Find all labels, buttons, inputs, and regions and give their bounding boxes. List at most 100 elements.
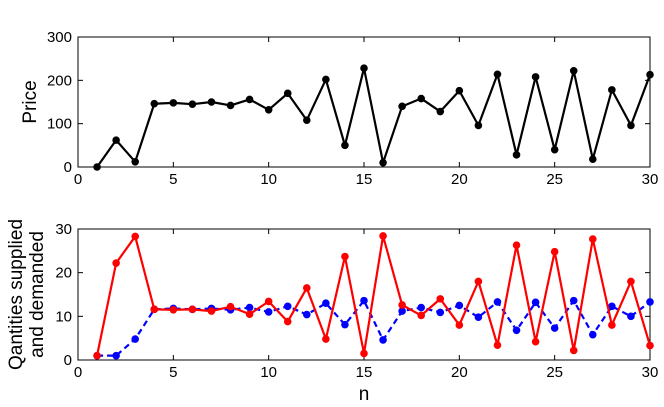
data-point bbox=[264, 297, 273, 306]
y-tick-label: 30 bbox=[55, 221, 72, 238]
data-point bbox=[646, 298, 654, 306]
data-point bbox=[379, 232, 387, 240]
data-point bbox=[379, 336, 387, 344]
x-tick-label: 5 bbox=[169, 171, 177, 188]
data-point bbox=[360, 64, 368, 72]
data-point bbox=[283, 317, 292, 326]
data-point bbox=[283, 302, 292, 311]
x-tick-label: 0 bbox=[74, 171, 82, 188]
data-point bbox=[627, 121, 635, 130]
data-point bbox=[569, 67, 578, 75]
data-point bbox=[627, 312, 635, 321]
data-point bbox=[531, 298, 540, 307]
x-tick-label: 25 bbox=[546, 364, 563, 381]
data-point bbox=[550, 324, 559, 332]
data-point bbox=[131, 335, 139, 343]
data-point bbox=[589, 330, 597, 339]
data-point bbox=[398, 307, 406, 315]
data-point bbox=[608, 86, 616, 94]
data-point bbox=[341, 141, 349, 150]
y-axis-label: Price bbox=[20, 80, 41, 123]
y-tick-label: 0 bbox=[64, 352, 72, 369]
data-point bbox=[455, 301, 464, 310]
data-point bbox=[398, 102, 406, 111]
data-point bbox=[245, 310, 254, 318]
axes-box bbox=[77, 36, 651, 168]
data-point bbox=[474, 121, 483, 130]
data-point bbox=[493, 70, 502, 79]
data-point bbox=[531, 73, 540, 81]
data-point bbox=[608, 302, 616, 311]
data-point bbox=[226, 101, 235, 110]
data-point bbox=[131, 158, 139, 166]
x-tick-label: 10 bbox=[260, 171, 277, 188]
data-point bbox=[417, 311, 426, 320]
data-point bbox=[322, 299, 330, 308]
x-tick-label: 30 bbox=[642, 171, 659, 188]
data-point bbox=[646, 70, 654, 79]
data-point bbox=[417, 303, 426, 312]
data-point bbox=[150, 305, 159, 314]
data-point bbox=[569, 346, 578, 355]
axes-box bbox=[77, 228, 651, 361]
y-tick-label: 0 bbox=[64, 159, 72, 176]
y-tick-label: 300 bbox=[47, 29, 72, 46]
data-point bbox=[436, 295, 445, 303]
quantities-chart: 0 5 10 15 20 25 30 0 10 20 30 Qantities suppliedand… bbox=[6, 219, 658, 405]
series-line bbox=[96, 67, 652, 168]
data-point bbox=[627, 277, 635, 286]
data-point bbox=[207, 307, 216, 315]
data-point bbox=[322, 335, 330, 343]
data-point bbox=[131, 232, 139, 241]
series-line bbox=[95, 234, 652, 356]
data-point bbox=[360, 296, 368, 305]
data-point bbox=[150, 99, 159, 108]
x-tick-label: 30 bbox=[642, 364, 659, 381]
x-tick-label: 25 bbox=[546, 171, 563, 188]
data-point bbox=[608, 321, 616, 329]
data-point bbox=[646, 341, 654, 350]
data-point bbox=[436, 308, 445, 317]
data-point bbox=[360, 349, 368, 358]
data-point bbox=[512, 241, 521, 249]
data-point bbox=[550, 145, 559, 154]
data-point bbox=[188, 100, 197, 108]
data-point bbox=[188, 305, 197, 314]
data-point bbox=[493, 341, 502, 349]
data-point bbox=[303, 284, 311, 292]
y-tick-label: 200 bbox=[47, 72, 72, 89]
x-axis-label: n bbox=[359, 384, 370, 405]
data-point bbox=[112, 136, 120, 144]
data-point bbox=[245, 95, 254, 104]
data-point bbox=[455, 321, 464, 329]
data-point bbox=[455, 86, 464, 95]
x-tick-label: 20 bbox=[451, 171, 468, 188]
data-point bbox=[112, 259, 120, 267]
data-point bbox=[341, 320, 349, 329]
data-point bbox=[569, 296, 578, 305]
y-tick-label: 100 bbox=[47, 116, 72, 133]
data-point bbox=[303, 116, 311, 124]
data-point bbox=[474, 313, 483, 322]
data-point bbox=[341, 252, 349, 261]
data-point bbox=[379, 158, 387, 167]
data-point bbox=[245, 303, 254, 312]
x-tick-label: 20 bbox=[451, 364, 468, 381]
data-point bbox=[264, 106, 273, 114]
y-tick-label: 20 bbox=[55, 265, 72, 282]
data-point bbox=[531, 337, 540, 346]
data-point bbox=[550, 247, 559, 256]
data-point bbox=[474, 277, 483, 286]
data-point bbox=[93, 163, 101, 171]
y-axis-label: Qantities suppliedand demanded bbox=[6, 219, 48, 370]
data-point bbox=[283, 89, 292, 98]
y-tick-label: 10 bbox=[55, 308, 72, 325]
data-point bbox=[417, 94, 426, 103]
data-point bbox=[589, 155, 597, 163]
data-point bbox=[112, 351, 120, 360]
x-tick-label: 0 bbox=[74, 364, 82, 381]
data-point bbox=[226, 302, 235, 311]
data-point bbox=[303, 310, 311, 319]
